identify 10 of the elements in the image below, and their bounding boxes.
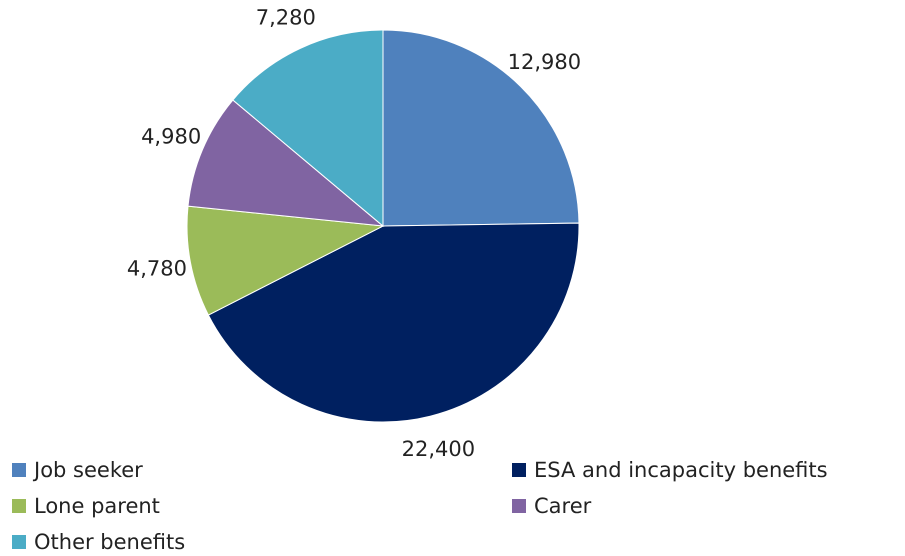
legend-label: Job seeker xyxy=(34,458,143,482)
legend-label: Lone parent xyxy=(34,494,160,518)
data-label: 22,400 xyxy=(402,437,476,462)
legend-label: Other benefits xyxy=(34,530,186,554)
data-label: 7,280 xyxy=(256,6,316,30)
data-label: 4,780 xyxy=(126,256,187,280)
data-label: 12,980 xyxy=(508,50,582,74)
data-label: 4,980 xyxy=(141,124,202,148)
legend-label: Carer xyxy=(534,494,592,518)
legend-label: ESA and incapacity benefits xyxy=(534,458,828,482)
